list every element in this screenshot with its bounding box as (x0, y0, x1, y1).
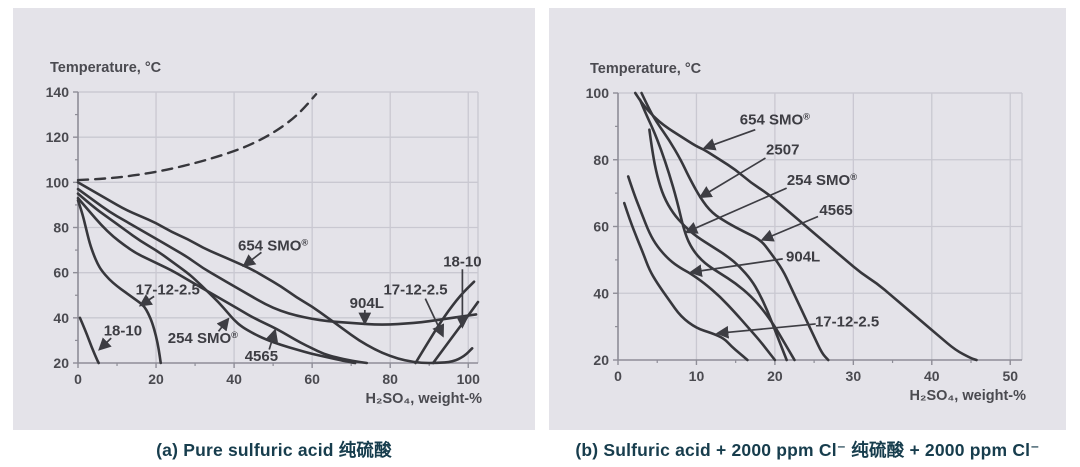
x-tick-label: 100 (457, 371, 481, 387)
x-tick-label: 40 (226, 371, 242, 387)
curve-254-smo (76, 192, 357, 365)
annotation-arrow (98, 337, 112, 351)
caption-a: (a) Pure sulfuric acid 纯硫酸 (156, 440, 392, 460)
curve-label: 2507 (766, 142, 799, 159)
annotation-arrow (242, 251, 262, 268)
annotation-arrow (138, 294, 155, 307)
x-tick-label: 20 (767, 368, 783, 384)
y-tick-label: 80 (53, 220, 69, 236)
y-axis-title: Temperature, °C (590, 61, 702, 77)
annotation-arrow (216, 317, 230, 332)
y-tick-label: 120 (46, 129, 70, 145)
curve-17-12-2.5 (76, 199, 163, 365)
y-tick-label: 20 (593, 352, 609, 368)
curve-label: 18-10 (104, 322, 142, 339)
curve-label: 18-10 (443, 253, 481, 270)
caption-b: (b) Sulfuric acid + 2000 ppm Cl⁻ 纯硫酸 + 2… (575, 440, 1040, 460)
chart-panel-sulfuric-acid-chloride: 0 10 20 30 40 50 20 40 60 80 100 Temperature, °C H₂S… (549, 8, 1066, 430)
curve-904l (76, 187, 478, 326)
x-tick-label: 50 (1002, 368, 1018, 384)
y-axis-title: Temperature, °C (50, 60, 162, 76)
curve-label: 904L (786, 249, 820, 266)
curve-label: 17-12-2.5 (136, 282, 200, 299)
curve-17-12-2.5 (622, 201, 749, 362)
annotation-arrow (715, 323, 816, 339)
curve-label: 654 SMO® (238, 238, 308, 255)
curve-label: 4565 (819, 202, 852, 219)
annotation-arrow (689, 258, 783, 277)
curve-4565 (648, 128, 788, 362)
curve-label: 254 SMO® (787, 172, 857, 189)
x-tick-label: 60 (304, 371, 320, 387)
x-tick-label: 0 (74, 371, 82, 387)
y-tick-label: 80 (593, 152, 609, 168)
annotation-arrow (684, 187, 788, 234)
y-tick-label: 100 (586, 85, 610, 101)
chart-panel-pure-sulfuric-acid: 0 20 40 60 80 100 20 40 60 80 100 120 140 Temperature… (13, 8, 535, 430)
annotation-arrow (760, 215, 819, 242)
curve-18-10 (78, 316, 100, 365)
x-tick-label: 40 (924, 368, 940, 384)
annotation-arrow (698, 157, 766, 199)
y-tick-label: 40 (593, 285, 609, 301)
isocorrosion-chart-a: 0 20 40 60 80 100 20 40 60 80 100 120 140 Temperature… (46, 60, 483, 407)
x-axis-title: H₂SO₄, weight-% (910, 388, 1027, 404)
x-tick-label: 30 (846, 368, 862, 384)
curve-label: 17-12-2.5 (383, 282, 447, 299)
x-axis-title: H₂SO₄, weight-% (366, 391, 483, 407)
curve-label: 4565 (245, 348, 278, 365)
annotation-arrow (702, 128, 756, 151)
curve-boiling-point-curve (76, 93, 318, 182)
curve-label: 254 SMO® (168, 330, 238, 347)
curve-2507 (640, 91, 830, 362)
y-tick-label: 100 (46, 174, 70, 190)
y-tick-label: 60 (593, 219, 609, 235)
curve-18-10-right (431, 300, 480, 365)
y-tick-label: 140 (46, 84, 70, 100)
x-tick-label: 0 (614, 368, 622, 384)
curve-label: 17-12-2.5 (815, 314, 879, 331)
annotation-arrow (265, 328, 279, 350)
curve-label: 654 SMO® (740, 112, 810, 129)
y-tick-label: 60 (53, 265, 69, 281)
y-tick-label: 20 (53, 355, 69, 371)
curve-4565 (76, 196, 369, 365)
isocorrosion-chart-b: 0 10 20 30 40 50 20 40 60 80 100 Temperature, °C H₂S… (586, 61, 1027, 404)
y-tick-label: 40 (53, 310, 69, 326)
curve-654-smo (76, 181, 474, 365)
x-tick-label: 10 (689, 368, 705, 384)
curve-label: 904L (350, 295, 384, 312)
x-tick-label: 80 (382, 371, 398, 387)
curve-654-smo (633, 91, 978, 362)
x-tick-label: 20 (148, 371, 164, 387)
annotation-arrow (424, 298, 445, 338)
